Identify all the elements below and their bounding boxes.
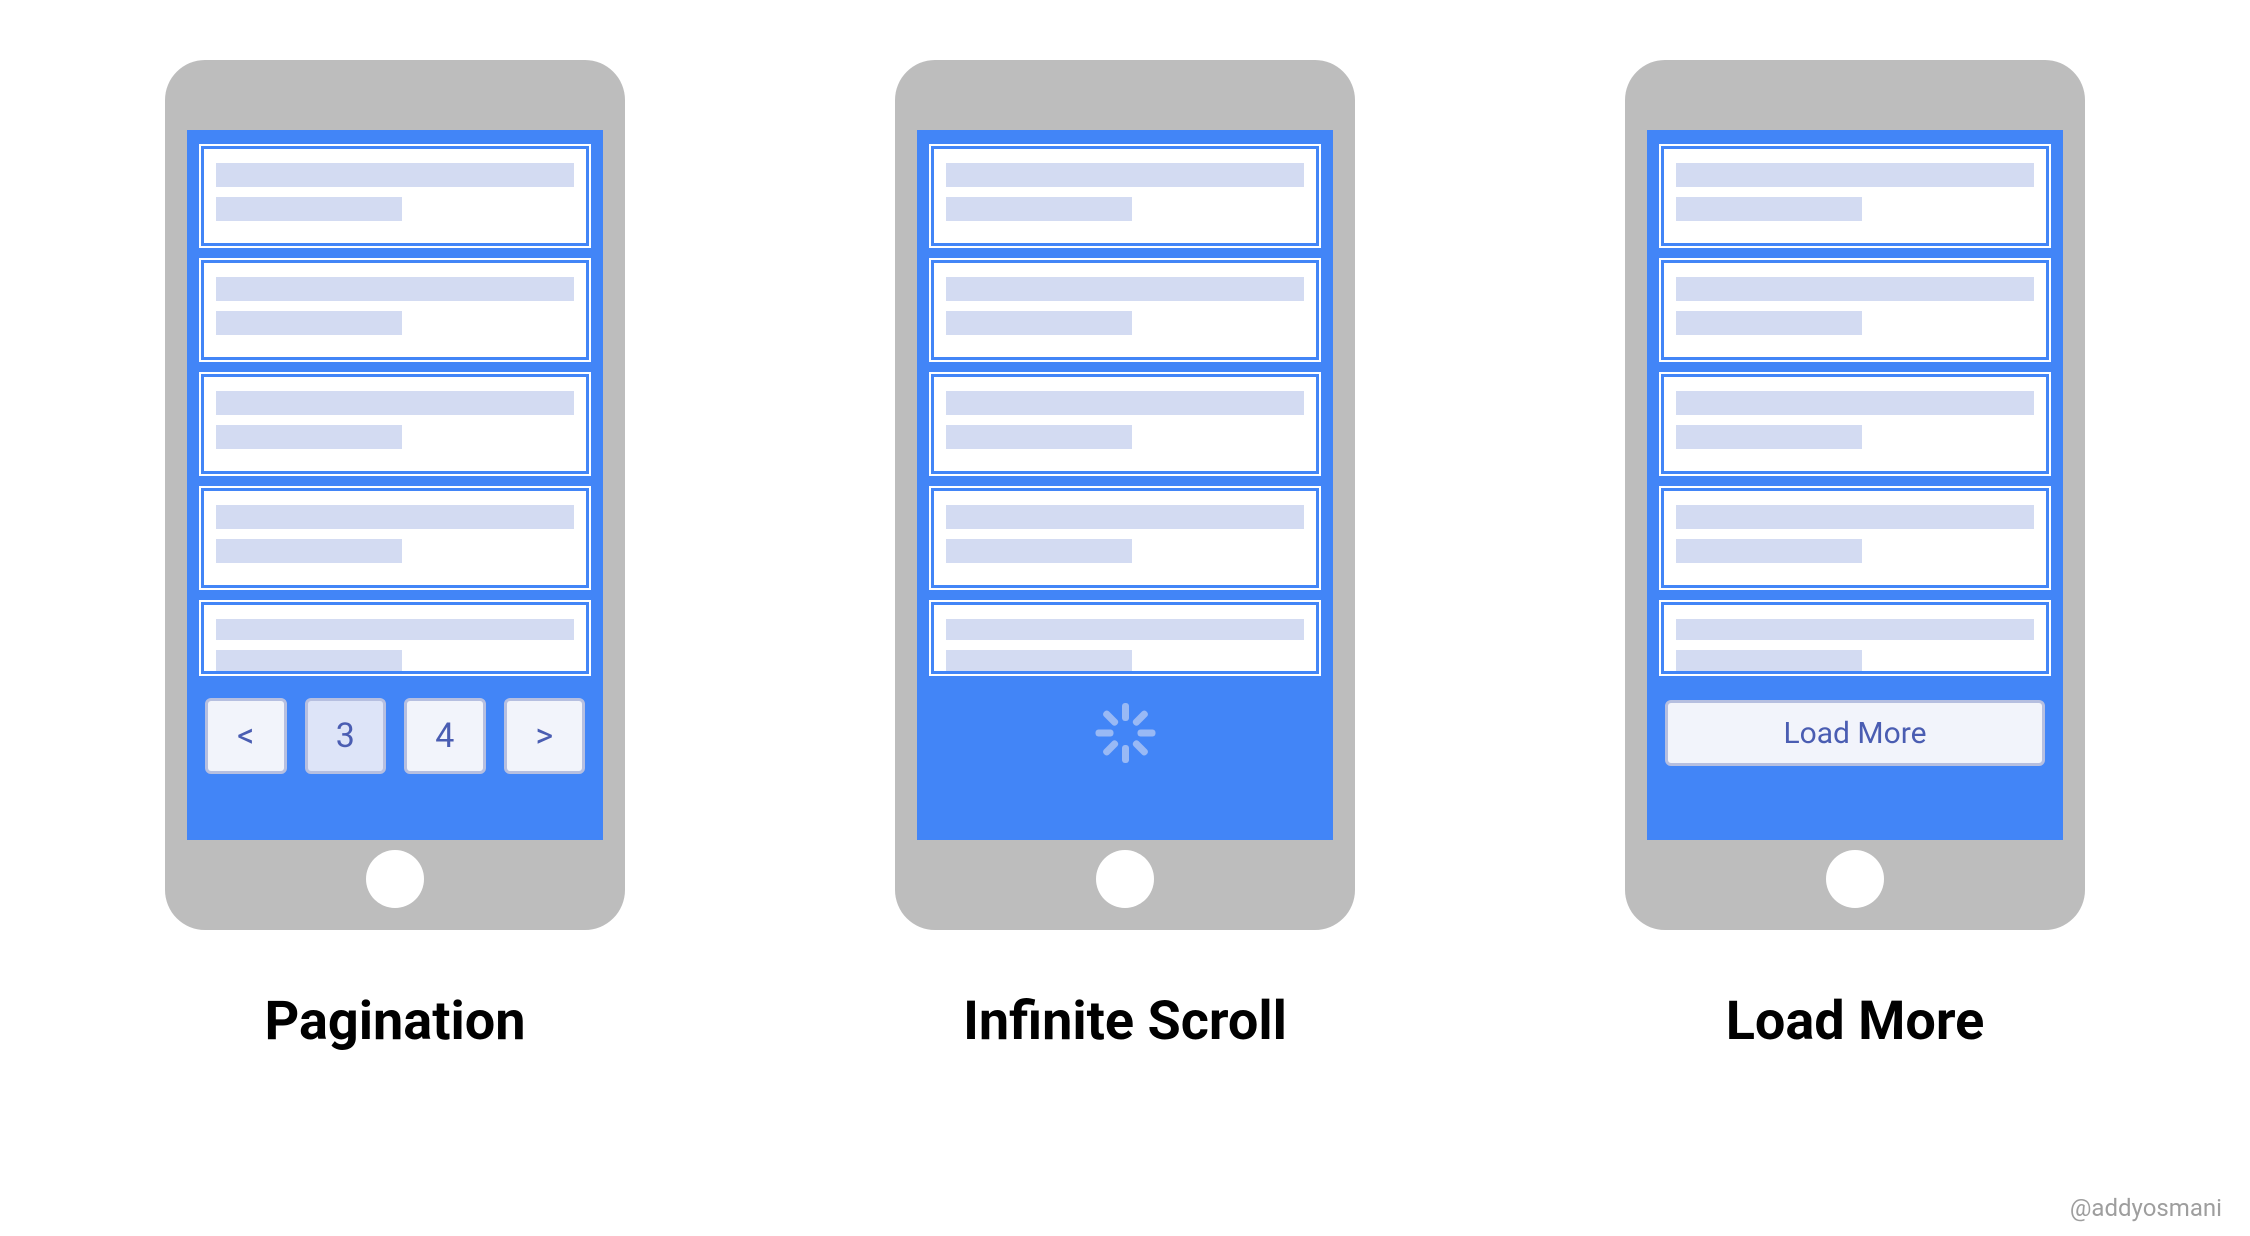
list-item [1661,488,2049,588]
phone-mockup-infinite [895,60,1355,930]
placeholder-line [216,391,574,415]
placeholder-line [216,425,402,449]
placeholder-line [216,163,574,187]
load-more-area: Load More [1661,688,2049,778]
placeholder-line [1676,197,1862,221]
list-item [931,602,1319,674]
placeholder-line [1676,539,1862,563]
placeholder-line [1676,391,2034,415]
placeholder-line [216,650,402,671]
list-item [931,260,1319,360]
list-item [201,488,589,588]
diagram-container: < 3 4 > Pagination [0,0,2250,1053]
placeholder-line [1676,425,1862,449]
page-number-button[interactable]: 3 [305,698,387,774]
pagination-title: Pagination [264,990,525,1053]
screen-infinite [917,130,1333,840]
list-item [1661,374,2049,474]
loading-area [931,688,1319,778]
placeholder-line [946,391,1304,415]
placeholder-line [1676,619,2034,640]
home-button-icon [366,850,424,908]
load-more-button[interactable]: Load More [1665,700,2045,766]
screen-pagination: < 3 4 > [187,130,603,840]
placeholder-line [946,163,1304,187]
phone-mockup-pagination: < 3 4 > [165,60,625,930]
list-item [201,602,589,674]
load-more-column: Load More Load More [1625,60,2085,1053]
placeholder-line [946,277,1304,301]
list-item [931,146,1319,246]
placeholder-line [216,619,574,640]
pagination-column: < 3 4 > Pagination [165,60,625,1053]
placeholder-line [946,650,1132,671]
infinite-scroll-title: Infinite Scroll [963,990,1287,1053]
home-button-icon [1096,850,1154,908]
page-next-button[interactable]: > [504,698,586,774]
spinner-icon [1095,703,1155,763]
placeholder-line [1676,277,2034,301]
list-item [1661,602,2049,674]
infinite-scroll-column: Infinite Scroll [895,60,1355,1053]
placeholder-line [1676,163,2034,187]
list-item [1661,146,2049,246]
placeholder-line [216,197,402,221]
placeholder-line [216,277,574,301]
screen-loadmore: Load More [1647,130,2063,840]
list-item [201,260,589,360]
placeholder-line [946,311,1132,335]
load-more-title: Load More [1726,990,1985,1053]
list-item [1661,260,2049,360]
placeholder-line [216,505,574,529]
placeholder-line [1676,650,1862,671]
page-number-button[interactable]: 4 [404,698,486,774]
attribution-text: @addyosmani [2070,1194,2222,1222]
pagination-controls: < 3 4 > [201,688,589,778]
list-item [931,488,1319,588]
placeholder-line [1676,505,2034,529]
phone-mockup-loadmore: Load More [1625,60,2085,930]
placeholder-line [946,425,1132,449]
placeholder-line [946,539,1132,563]
placeholder-line [216,539,402,563]
placeholder-line [946,619,1304,640]
home-button-icon [1826,850,1884,908]
list-item [201,374,589,474]
placeholder-line [946,505,1304,529]
list-item [201,146,589,246]
page-prev-button[interactable]: < [205,698,287,774]
placeholder-line [1676,311,1862,335]
list-item [931,374,1319,474]
placeholder-line [946,197,1132,221]
placeholder-line [216,311,402,335]
